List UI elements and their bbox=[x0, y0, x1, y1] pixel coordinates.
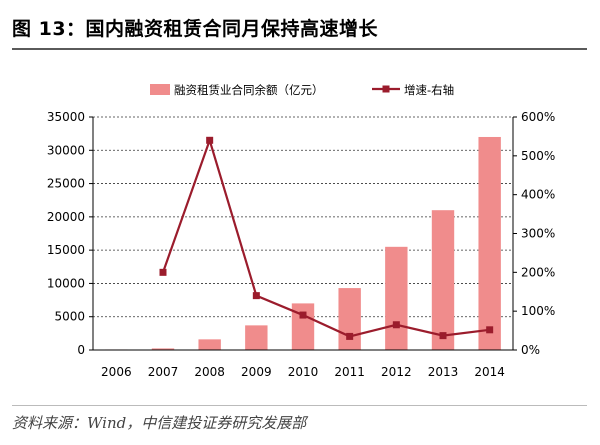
x-tick-label: 2009 bbox=[241, 365, 272, 379]
left-axis-ticks: 0 5000 10000 15000 20000 25000 30000 35000 bbox=[47, 110, 93, 357]
left-tick-label: 0 bbox=[77, 343, 85, 357]
legend-line-marker bbox=[382, 85, 390, 93]
bar bbox=[151, 348, 175, 350]
right-tick-label: 100% bbox=[521, 304, 555, 318]
line-point bbox=[206, 136, 214, 144]
chart: 0 5000 10000 15000 20000 25000 30000 35000 0% 10… bbox=[47, 83, 556, 379]
right-tick-label: 500% bbox=[521, 149, 555, 163]
line-point bbox=[252, 292, 260, 300]
bar bbox=[198, 339, 221, 350]
title-divider bbox=[12, 48, 587, 50]
left-tick-label: 15000 bbox=[47, 243, 85, 257]
bottom-divider bbox=[12, 405, 587, 406]
left-tick-label: 20000 bbox=[47, 210, 85, 224]
x-tick-label: 2011 bbox=[334, 365, 365, 379]
left-tick-label: 10000 bbox=[47, 276, 85, 290]
bar-series bbox=[105, 136, 501, 350]
x-tick-label: 2006 bbox=[101, 365, 132, 379]
x-tick-label: 2013 bbox=[428, 365, 459, 379]
right-tick-label: 0% bbox=[521, 343, 540, 357]
x-tick-label: 2010 bbox=[288, 365, 319, 379]
line-point bbox=[159, 268, 167, 276]
left-tick-label: 35000 bbox=[47, 110, 85, 124]
line-point bbox=[299, 311, 307, 319]
x-tick-label: 2012 bbox=[381, 365, 412, 379]
left-tick-label: 5000 bbox=[54, 310, 85, 324]
x-tick-label: 2007 bbox=[148, 365, 179, 379]
bar bbox=[431, 210, 455, 350]
line-point bbox=[486, 326, 494, 334]
right-tick-label: 600% bbox=[521, 110, 555, 124]
line-point bbox=[392, 321, 400, 329]
line-series bbox=[159, 136, 494, 340]
legend: 融资租赁业合同余额（亿元） 增速-右轴 bbox=[150, 83, 454, 97]
bar bbox=[385, 246, 408, 350]
right-tick-label: 200% bbox=[521, 265, 555, 279]
x-axis-ticks: 2006 2007 2008 2009 2010 2011 2012 2013 2014 bbox=[101, 365, 505, 379]
bar bbox=[291, 303, 315, 350]
line-point bbox=[346, 332, 354, 340]
growth-line bbox=[161, 136, 490, 338]
legend-bar-swatch bbox=[150, 84, 170, 95]
right-axis-ticks: 0% 100% 200% 300% 400% 500% 600% bbox=[513, 110, 555, 357]
left-tick-label: 30000 bbox=[47, 143, 85, 157]
gridlines bbox=[93, 116, 513, 318]
right-tick-label: 400% bbox=[521, 188, 555, 202]
line-point bbox=[439, 332, 447, 340]
left-tick-label: 25000 bbox=[47, 177, 85, 191]
bar bbox=[338, 288, 361, 350]
source-note: 资料来源：Wind，中信建投证券研究发展部 bbox=[12, 414, 307, 432]
bar bbox=[245, 325, 268, 350]
chart-title: 图 13：国内融资租赁合同月保持高速增长 bbox=[12, 18, 379, 40]
legend-line-label: 增速-右轴 bbox=[404, 83, 454, 97]
x-tick-label: 2014 bbox=[474, 365, 505, 379]
x-tick-label: 2008 bbox=[194, 365, 225, 379]
bar bbox=[478, 136, 501, 350]
legend-bar-label: 融资租赁业合同余额（亿元） bbox=[174, 83, 324, 97]
right-tick-label: 300% bbox=[521, 227, 555, 241]
